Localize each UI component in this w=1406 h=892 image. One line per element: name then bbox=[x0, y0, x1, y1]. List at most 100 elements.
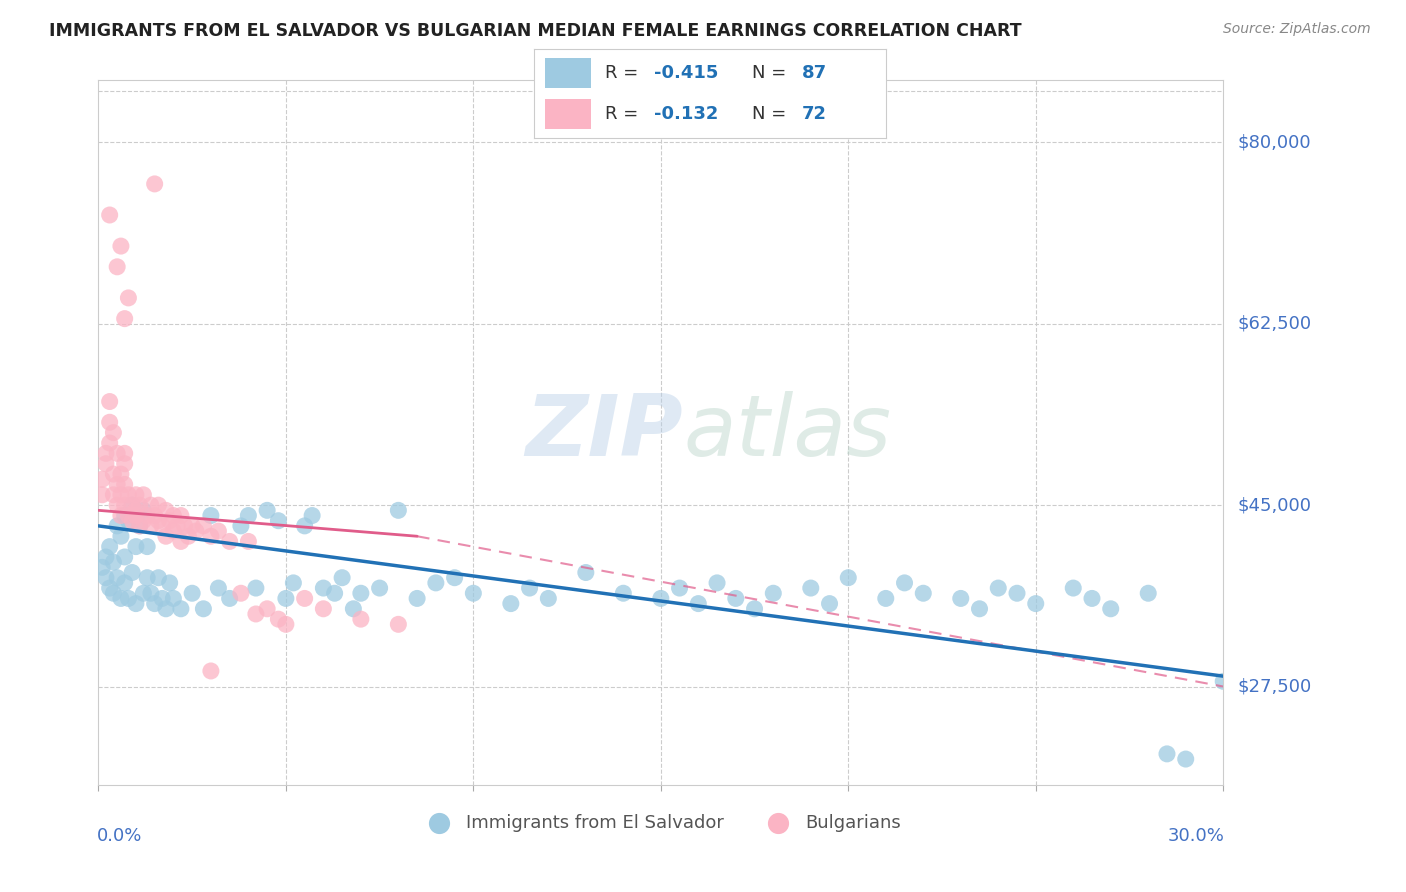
Point bbox=[406, 591, 429, 606]
Point bbox=[668, 581, 690, 595]
Text: 87: 87 bbox=[801, 64, 827, 82]
Point bbox=[200, 664, 222, 678]
Point bbox=[110, 488, 132, 502]
Point bbox=[125, 540, 148, 554]
Point bbox=[1062, 581, 1084, 595]
Point bbox=[170, 508, 193, 523]
Point bbox=[110, 467, 132, 481]
Point bbox=[350, 612, 373, 626]
Point bbox=[117, 591, 139, 606]
Point bbox=[132, 488, 155, 502]
Point bbox=[110, 591, 132, 606]
Point bbox=[114, 457, 136, 471]
Point bbox=[274, 591, 297, 606]
Text: $27,500: $27,500 bbox=[1237, 678, 1312, 696]
Point bbox=[94, 549, 117, 564]
Point bbox=[301, 508, 323, 523]
Point bbox=[103, 425, 125, 440]
Point bbox=[312, 601, 335, 615]
Point bbox=[105, 519, 128, 533]
Point bbox=[91, 472, 114, 486]
Text: R =: R = bbox=[605, 64, 644, 82]
Point bbox=[256, 601, 278, 615]
Point bbox=[283, 575, 305, 590]
Point bbox=[294, 519, 316, 533]
Point bbox=[612, 586, 634, 600]
Point bbox=[238, 534, 260, 549]
Point bbox=[184, 524, 207, 538]
Point bbox=[267, 514, 290, 528]
Point bbox=[173, 519, 195, 533]
Point bbox=[200, 529, 222, 543]
Point bbox=[170, 534, 193, 549]
Text: -0.415: -0.415 bbox=[654, 64, 718, 82]
Point bbox=[148, 514, 170, 528]
Point bbox=[117, 488, 139, 502]
Point bbox=[193, 601, 215, 615]
Point bbox=[1025, 597, 1047, 611]
Point bbox=[103, 586, 125, 600]
Point bbox=[143, 177, 166, 191]
Point bbox=[912, 586, 935, 600]
Point bbox=[125, 597, 148, 611]
Point bbox=[724, 591, 747, 606]
Point bbox=[114, 549, 136, 564]
Point bbox=[177, 529, 200, 543]
Point bbox=[162, 508, 184, 523]
Point bbox=[143, 508, 166, 523]
Point bbox=[139, 519, 162, 533]
Point bbox=[969, 601, 991, 615]
Point bbox=[105, 571, 128, 585]
Point bbox=[368, 581, 391, 595]
Point bbox=[98, 394, 121, 409]
Point bbox=[121, 514, 143, 528]
Point bbox=[105, 477, 128, 491]
Point bbox=[150, 591, 173, 606]
Point bbox=[139, 498, 162, 512]
Point bbox=[818, 597, 841, 611]
Point bbox=[98, 540, 121, 554]
Point bbox=[893, 575, 915, 590]
Text: $62,500: $62,500 bbox=[1237, 315, 1312, 333]
Point bbox=[105, 498, 128, 512]
Point bbox=[155, 529, 177, 543]
Point bbox=[132, 503, 155, 517]
Point bbox=[387, 503, 409, 517]
Point bbox=[150, 519, 173, 533]
Point bbox=[425, 575, 447, 590]
Text: 30.0%: 30.0% bbox=[1167, 827, 1225, 846]
Point bbox=[575, 566, 598, 580]
Point bbox=[98, 581, 121, 595]
Point bbox=[218, 591, 240, 606]
Point bbox=[238, 508, 260, 523]
Point bbox=[1212, 674, 1234, 689]
Point bbox=[949, 591, 972, 606]
Point bbox=[193, 519, 215, 533]
Point bbox=[256, 503, 278, 517]
Point bbox=[91, 560, 114, 574]
Text: $80,000: $80,000 bbox=[1237, 134, 1310, 152]
Point bbox=[103, 488, 125, 502]
Point bbox=[1174, 752, 1197, 766]
Point bbox=[499, 597, 522, 611]
Point bbox=[1099, 601, 1122, 615]
Point bbox=[1137, 586, 1160, 600]
Point bbox=[245, 607, 267, 621]
Point bbox=[229, 586, 252, 600]
Text: 72: 72 bbox=[801, 105, 827, 123]
Point bbox=[443, 571, 465, 585]
Point bbox=[323, 586, 346, 600]
Point bbox=[117, 514, 139, 528]
Point bbox=[159, 514, 181, 528]
Point bbox=[121, 498, 143, 512]
Point bbox=[387, 617, 409, 632]
Point bbox=[274, 617, 297, 632]
Text: R =: R = bbox=[605, 105, 644, 123]
Point bbox=[114, 446, 136, 460]
Point bbox=[125, 488, 148, 502]
Point bbox=[132, 586, 155, 600]
Point bbox=[312, 581, 335, 595]
Point bbox=[181, 586, 204, 600]
Point bbox=[117, 508, 139, 523]
Text: ZIP: ZIP bbox=[526, 391, 683, 475]
